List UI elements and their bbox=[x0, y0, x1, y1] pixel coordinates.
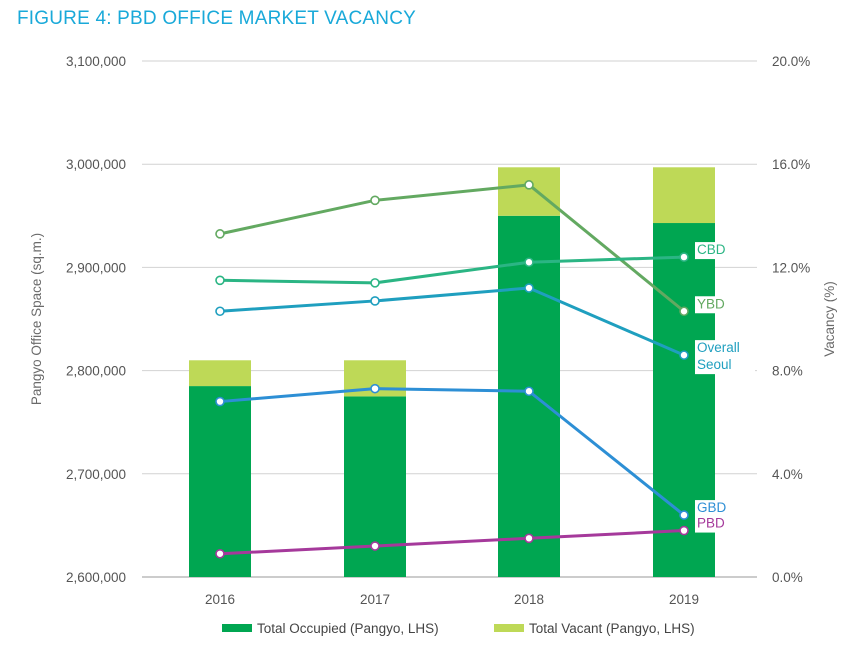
point-overall-seoul-2018 bbox=[524, 283, 534, 293]
bar-occupied-2016 bbox=[189, 386, 251, 577]
right-tick-label: 0.0% bbox=[772, 570, 803, 585]
line-pbd bbox=[218, 529, 686, 556]
point-gbd-2017 bbox=[370, 383, 380, 394]
legend-label: Total Vacant (Pangyo, LHS) bbox=[529, 621, 695, 636]
right-axis-title: Vacancy (%) bbox=[822, 281, 837, 357]
series-label-bg bbox=[695, 340, 755, 375]
point-ybd-2018 bbox=[524, 180, 534, 190]
series-label-bg bbox=[695, 500, 723, 518]
series-label-bg bbox=[695, 515, 723, 533]
point-gbd-2019 bbox=[679, 510, 689, 520]
right-tick-label: 4.0% bbox=[772, 467, 803, 482]
left-tick-label: 2,700,000 bbox=[66, 467, 126, 482]
bars-group bbox=[189, 167, 715, 578]
left-tick-label: 3,100,000 bbox=[66, 54, 126, 69]
point-gbd-2016 bbox=[215, 396, 225, 407]
point-ybd-2019 bbox=[679, 306, 689, 317]
right-tick-label: 12.0% bbox=[772, 260, 810, 275]
series-label-bg bbox=[695, 296, 723, 314]
series-label-pbd: PBD bbox=[697, 516, 725, 531]
point-ybd-2016 bbox=[215, 229, 225, 239]
series-label-ybd: YBD bbox=[697, 296, 725, 311]
point-pbd-2019 bbox=[679, 525, 689, 536]
left-tick-label: 2,900,000 bbox=[66, 260, 126, 275]
left-tick-label: 2,800,000 bbox=[66, 364, 126, 379]
series-label-bg bbox=[695, 242, 723, 260]
x-tick-label: 2017 bbox=[360, 592, 390, 607]
point-cbd-2017 bbox=[370, 278, 380, 288]
x-tick-label: 2019 bbox=[669, 592, 699, 607]
left-tick-label: 3,000,000 bbox=[66, 157, 126, 172]
line-ybd bbox=[218, 183, 686, 313]
bar-vacant-2018 bbox=[498, 167, 560, 216]
legend-swatch bbox=[494, 624, 524, 632]
legend: Total Occupied (Pangyo, LHS) Total Vacant… bbox=[222, 621, 695, 636]
legend-label: Total Occupied (Pangyo, LHS) bbox=[257, 621, 439, 636]
line-gbd bbox=[218, 387, 686, 517]
point-ybd-2017 bbox=[370, 195, 380, 206]
left-axis-title: Pangyo Office Space (sq.m.) bbox=[29, 233, 44, 405]
point-overall-seoul-2019 bbox=[679, 350, 689, 360]
right-tick-label: 16.0% bbox=[772, 157, 810, 172]
right-tick-label: 20.0% bbox=[772, 54, 810, 69]
bar-vacant-2019 bbox=[653, 167, 715, 224]
x-tick-label: 2018 bbox=[514, 592, 544, 607]
chart-title: FIGURE 4: PBD OFFICE MARKET VACANCY bbox=[17, 8, 417, 29]
series-label-cbd: CBD bbox=[697, 242, 726, 257]
x-tick-label: 2016 bbox=[205, 592, 235, 607]
left-tick-label: 2,600,000 bbox=[66, 570, 126, 585]
point-overall-seoul-2017 bbox=[370, 296, 380, 306]
right-tick-label: 8.0% bbox=[772, 364, 803, 379]
bar-vacant-2016 bbox=[189, 360, 251, 387]
bar-occupied-2018 bbox=[498, 215, 560, 578]
point-cbd-2016 bbox=[215, 275, 225, 286]
point-cbd-2018 bbox=[524, 257, 534, 268]
series-label-gbd: GBD bbox=[697, 500, 727, 515]
point-gbd-2018 bbox=[524, 386, 534, 397]
point-pbd-2016 bbox=[215, 548, 225, 559]
point-pbd-2017 bbox=[370, 541, 380, 551]
legend-swatch bbox=[222, 624, 252, 632]
point-overall-seoul-2016 bbox=[215, 306, 225, 317]
point-cbd-2019 bbox=[679, 252, 689, 262]
series-label-overall-seoul: Overall Seoul bbox=[697, 340, 740, 372]
point-pbd-2018 bbox=[524, 533, 534, 544]
line-overall-seoul bbox=[218, 286, 686, 357]
line-cbd bbox=[218, 255, 686, 285]
ticks-group: 2,600,000 2,700,000 2,800,000 2,900,000 3,00… bbox=[66, 54, 810, 607]
